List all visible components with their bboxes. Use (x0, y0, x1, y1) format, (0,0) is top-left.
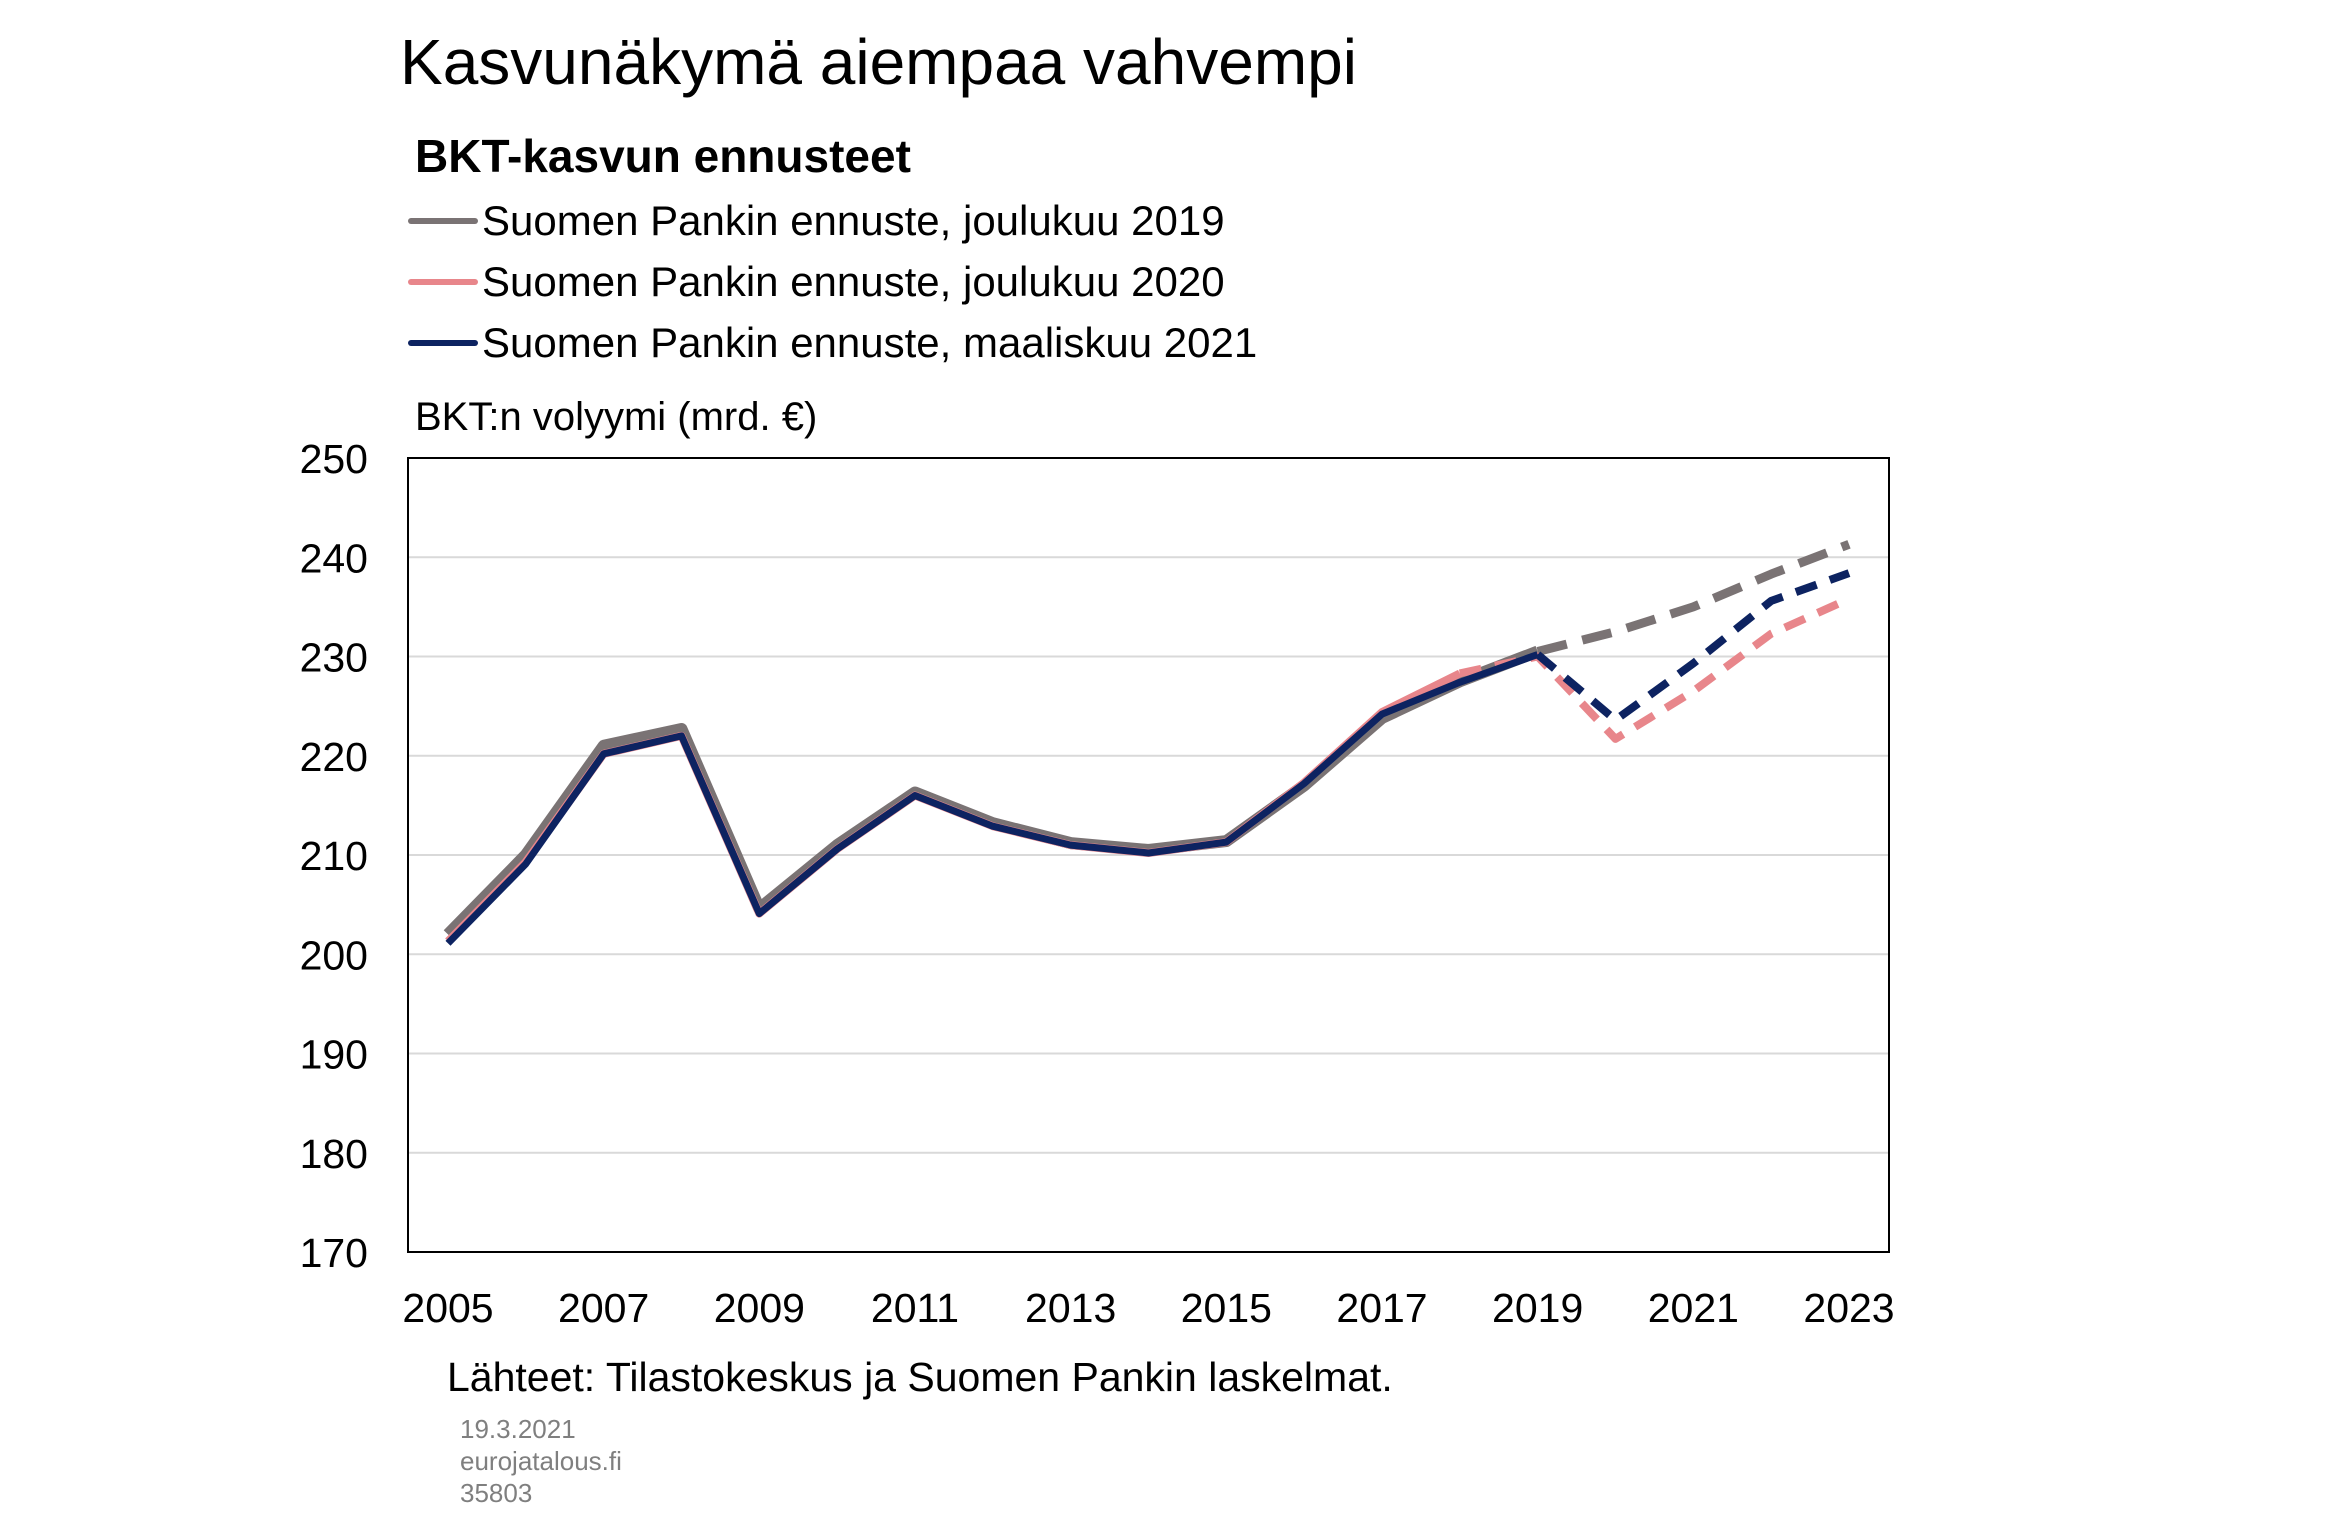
chart-id: 35803 (460, 1478, 533, 1508)
x-tick-label-2023: 2023 (1803, 1285, 1894, 1331)
series-lines (443, 540, 1851, 946)
legend-item-dec-2019: Suomen Pankin ennuste, joulukuu 2019 (408, 190, 1257, 251)
legend: Suomen Pankin ennuste, joulukuu 2019 Suo… (408, 190, 1257, 373)
legend-label-dec-2020: Suomen Pankin ennuste, joulukuu 2020 (482, 257, 1225, 305)
legend-swatch-mar-2021 (408, 339, 478, 346)
legend-swatch-dec-2020 (408, 278, 478, 285)
x-tick-label-2013: 2013 (1025, 1285, 1116, 1331)
y-tick-labels: 170 180 190 200 210 220 230 240 250 (300, 436, 368, 1276)
x-tick-label-2007: 2007 (558, 1285, 649, 1331)
y-tick-label-210: 210 (300, 833, 368, 879)
publish-date: 19.3.2021 (460, 1414, 576, 1444)
legend-label-mar-2021: Suomen Pankin ennuste, maaliskuu 2021 (482, 318, 1258, 366)
chart-title: Kasvunäkymä aiempaa vahvempi (400, 26, 1357, 98)
y-tick-label-190: 190 (300, 1032, 368, 1078)
y-tick-label-180: 180 (300, 1131, 368, 1177)
legend-item-mar-2021: Suomen Pankin ennuste, maaliskuu 2021 (408, 312, 1257, 373)
legend-label-dec-2019: Suomen Pankin ennuste, joulukuu 2019 (482, 196, 1225, 244)
x-tick-label-2011: 2011 (871, 1285, 959, 1331)
series-line-2-actual (445, 651, 1539, 946)
plot-area-frame (407, 457, 1890, 1253)
x-tick-label-2015: 2015 (1181, 1285, 1272, 1331)
series-line-0-forecast (1536, 540, 1851, 656)
site-name: eurojatalous.fi (460, 1446, 622, 1476)
y-tick-label-200: 200 (300, 932, 368, 978)
y-axis-label: BKT:n volyymi (mrd. €) (415, 395, 818, 439)
legend-item-dec-2020: Suomen Pankin ennuste, joulukuu 2020 (408, 251, 1257, 312)
y-tick-label-250: 250 (300, 436, 368, 482)
x-tick-label-2017: 2017 (1336, 1285, 1427, 1331)
y-tick-label-240: 240 (300, 535, 368, 581)
y-tick-label-220: 220 (300, 734, 368, 780)
chart-subtitle: BKT-kasvun ennusteet (415, 130, 911, 182)
grid-lines (408, 556, 1889, 1154)
source-note: Lähteet: Tilastokeskus ja Suomen Pankin … (447, 1354, 1393, 1400)
y-tick-label-170: 170 (300, 1230, 368, 1276)
x-tick-label-2005: 2005 (402, 1285, 493, 1331)
x-tick-label-2009: 2009 (714, 1285, 805, 1331)
x-tick-labels: 2005 2007 2009 2011 2013 2015 2017 2019 2021 2023 (402, 1285, 1894, 1331)
legend-swatch-dec-2019 (408, 217, 478, 224)
x-tick-label-2021: 2021 (1648, 1285, 1739, 1331)
x-tick-label-2019: 2019 (1492, 1285, 1583, 1331)
y-tick-label-230: 230 (300, 635, 368, 681)
series-line-2-forecast (1535, 569, 1851, 724)
series-line-0-actual (443, 645, 1540, 939)
